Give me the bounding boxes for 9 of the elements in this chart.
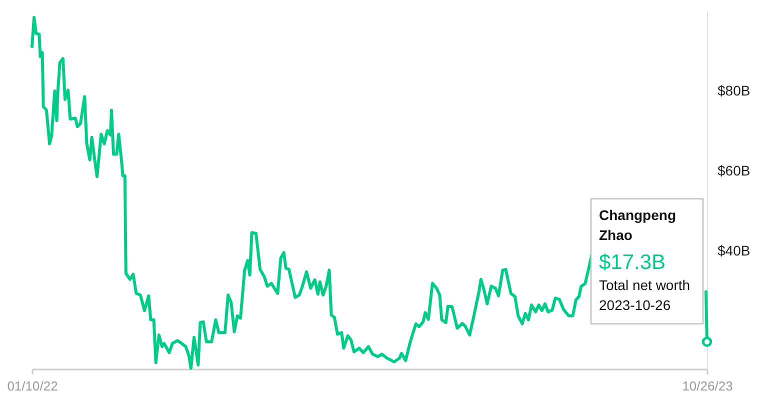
x-tick-label: 10/26/23 [682, 378, 733, 394]
y-tick-label: $40B [718, 242, 750, 258]
annotation: $17.3B [599, 250, 666, 274]
annotation: 2023-10-26 [599, 296, 671, 313]
annotation: Total net worth [599, 276, 690, 293]
annotation: Changpeng Zhao [599, 206, 676, 243]
x-tick-label: 01/10/22 [7, 378, 58, 394]
y-tick-label: $80B [718, 82, 750, 98]
y-tick-label: $60B [718, 162, 750, 178]
